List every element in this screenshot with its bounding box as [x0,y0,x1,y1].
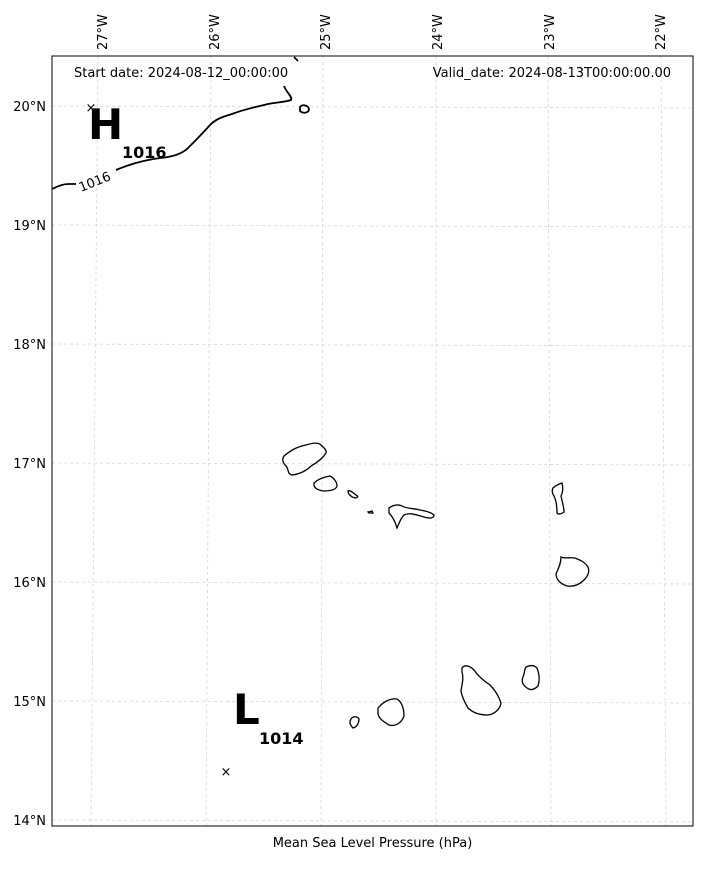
meridian-26w [205,55,212,827]
valid-date-label: Valid_date: 2024-08-13T00:00:00.00 [432,66,671,81]
parallel-20n [51,105,694,109]
isobar-1016 [51,56,310,190]
isobar-1016-line-main [115,85,293,171]
latitude-labels: 20°N 19°N 18°N 17°N 16°N 15°N 14°N [13,100,46,829]
parallel-14n [51,819,694,823]
lat-label-17n: 17°N [13,457,46,472]
lat-label-15n: 15°N [13,695,46,710]
low-center-cross: × [221,765,232,780]
lon-label-23w: 23°W [543,14,558,50]
island-santiago [460,665,502,716]
island-santa-luzia [347,490,359,499]
lat-label-19n: 19°N [13,219,46,234]
high-pressure-value: 1016 [122,143,167,162]
isobar-1016-top [293,56,299,62]
meridian-23w [547,55,552,827]
island-maio [521,664,540,691]
island-brava [349,716,360,729]
high-center-cross: × [86,101,97,116]
lat-label-18n: 18°N [13,338,46,353]
parallel-16n [51,581,694,585]
map-caption: Mean Sea Level Pressure (hPa) [272,836,473,851]
parallel-18n [51,343,694,347]
lon-label-27w: 27°W [96,14,111,50]
meridian-25w [320,55,324,827]
isobar-1016-closed [299,104,310,114]
start-date-label: Start date: 2024-08-12_00:00:00 [74,66,289,81]
low-pressure-center: × L 1014 [221,685,304,780]
high-pressure-center: × H 1016 [86,100,167,162]
lon-label-26w: 26°W [208,14,223,50]
low-pressure-letter: L [233,685,260,734]
lon-label-22w: 22°W [654,14,669,50]
isobar-1016-line [51,183,76,190]
parallel-17n [51,462,694,466]
graticule [51,55,694,827]
island-sao-nicolau [388,504,435,530]
low-pressure-value: 1014 [259,729,304,748]
meridian-22w [660,55,667,827]
longitude-labels: 27°W 26°W 25°W 24°W 23°W 22°W [96,14,669,50]
parallel-19n [51,224,694,228]
lon-label-24w: 24°W [431,14,446,50]
high-pressure-letter: H [88,100,123,149]
island-raso [366,510,375,514]
parallel-15n [51,700,694,704]
coastlines [282,442,590,729]
map-frame [51,55,694,827]
island-sao-vicente [313,475,338,492]
lat-label-20n: 20°N [13,100,46,115]
lat-label-16n: 16°N [13,576,46,591]
lon-label-25w: 25°W [319,14,334,50]
island-santo-antao [282,442,327,476]
meridian-27w [90,55,99,827]
island-fogo [377,698,405,727]
island-sal [551,482,565,515]
lat-label-14n: 14°N [13,814,46,829]
isobar-label-1016: 1016 [77,169,113,195]
island-boa-vista [555,555,590,587]
